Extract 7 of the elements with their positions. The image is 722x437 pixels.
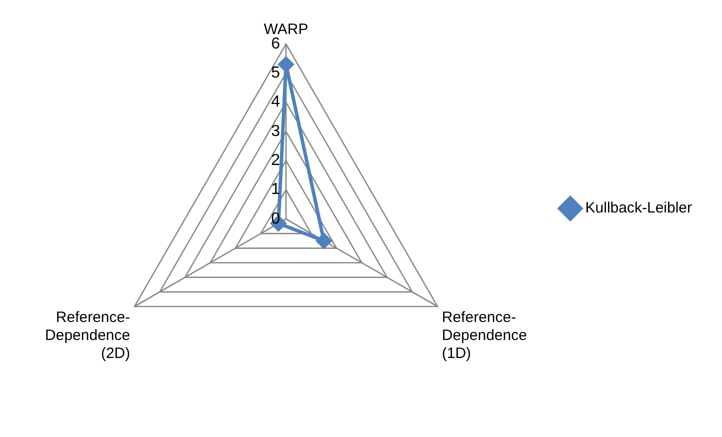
y-tick-label: 5 xyxy=(271,64,280,82)
y-tick-label: 2 xyxy=(271,152,280,170)
y-tick-label: 4 xyxy=(271,94,280,111)
spoke-label: Reference-Dependence (1D) xyxy=(442,309,527,362)
legend-label: Kullback-Leibler xyxy=(585,200,692,217)
y-tick-label: 3 xyxy=(271,122,280,140)
spoke-label: Reference-Dependence (2D) xyxy=(45,309,130,362)
